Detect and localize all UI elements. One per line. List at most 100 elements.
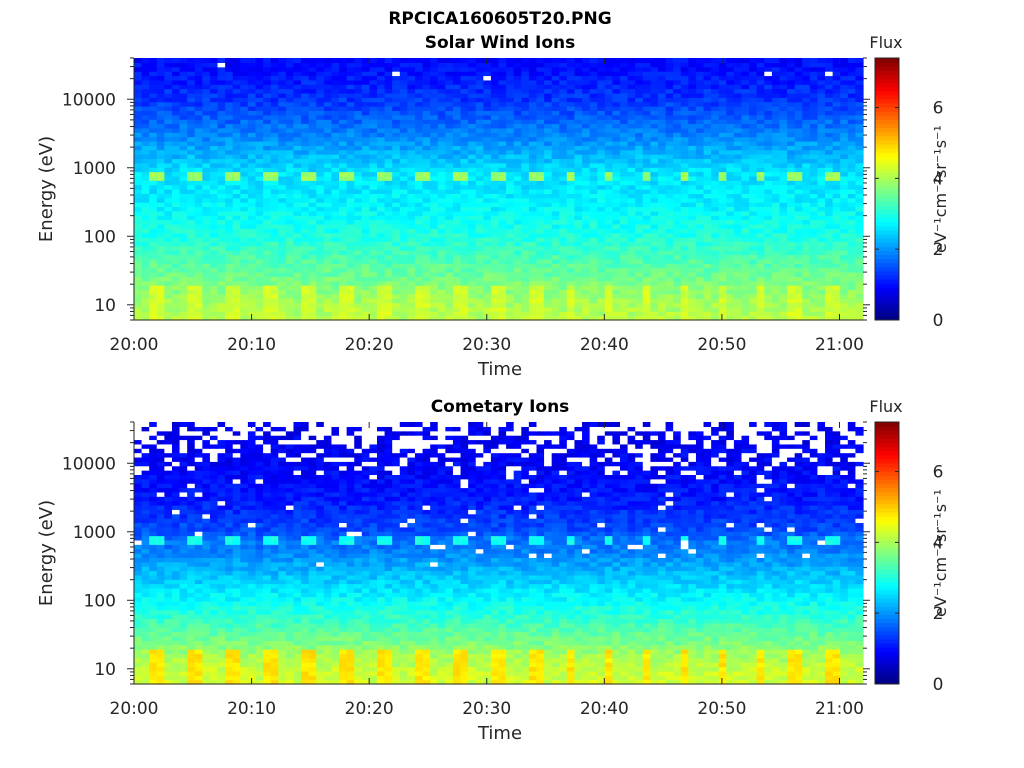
heatmap-cell	[817, 258, 826, 264]
heatmap-cell	[308, 219, 317, 225]
heatmap-cell	[612, 285, 621, 291]
heatmap-cell	[771, 110, 781, 116]
heatmap-cell	[407, 215, 416, 221]
heatmap-cell	[521, 250, 530, 256]
heatmap-cell	[718, 123, 727, 129]
heatmap-cell	[225, 237, 234, 242]
heatmap-cell	[528, 306, 538, 312]
heatmap-cell	[657, 149, 667, 155]
heatmap-cell	[293, 315, 302, 321]
heatmap-cell	[847, 119, 856, 125]
heatmap-cell	[422, 149, 431, 155]
heatmap-cell	[513, 271, 522, 277]
heatmap-cell	[794, 154, 803, 160]
heatmap-cell	[733, 136, 743, 142]
heatmap-cell	[802, 298, 811, 304]
heatmap-cell	[452, 110, 462, 116]
heatmap-cell	[771, 154, 781, 160]
heatmap-cell	[733, 110, 743, 116]
heatmap-cell	[673, 245, 682, 251]
heatmap-cell	[194, 184, 203, 190]
heatmap-cell	[817, 101, 826, 107]
heatmap-cell	[809, 97, 819, 103]
heatmap-cell	[536, 267, 545, 273]
heatmap-cell	[711, 302, 720, 308]
heatmap-cell	[202, 101, 211, 107]
heatmap-cell	[544, 245, 553, 251]
heatmap-cell	[399, 106, 408, 111]
heatmap-cell	[794, 114, 803, 120]
heatmap-cell	[361, 271, 370, 277]
heatmap-cell	[422, 311, 431, 317]
heatmap-cell	[817, 245, 826, 251]
heatmap-cell	[445, 298, 454, 304]
heatmap-cell	[202, 245, 211, 251]
heatmap-cell	[141, 171, 150, 177]
heatmap-cell	[171, 302, 181, 308]
heatmap-cell	[202, 162, 211, 168]
heatmap-cell	[263, 250, 272, 256]
heatmap-cell	[574, 171, 583, 177]
heatmap-cell	[194, 175, 203, 181]
heatmap-cell	[787, 241, 796, 247]
heatmap-cell	[574, 311, 583, 317]
heatmap-cell	[240, 228, 249, 234]
heatmap-cell	[741, 219, 750, 225]
heatmap-cell	[718, 271, 727, 277]
heatmap-cell	[308, 136, 317, 142]
heatmap-cell	[361, 302, 370, 308]
heatmap-cell	[225, 106, 234, 111]
heatmap-cell	[323, 245, 333, 251]
heatmap-cell	[566, 285, 576, 291]
heatmap-cell	[566, 136, 576, 142]
heatmap-cell	[460, 106, 469, 111]
heatmap-cell	[566, 223, 576, 229]
heatmap-cell	[377, 197, 386, 203]
heatmap-cell	[232, 175, 241, 181]
heatmap-cell	[171, 92, 181, 98]
heatmap-cell	[650, 202, 659, 208]
heatmap-cell	[582, 171, 591, 177]
heatmap-cell	[832, 127, 841, 133]
heatmap-cell	[392, 210, 401, 216]
heatmap-cell	[430, 202, 439, 208]
heatmap-cell	[225, 302, 234, 308]
heatmap-cell	[323, 250, 333, 256]
heatmap-cell	[498, 171, 507, 177]
heatmap-cell	[323, 162, 333, 168]
heatmap-cell	[733, 219, 743, 225]
heatmap-cell	[346, 92, 355, 98]
heatmap-cell	[149, 140, 158, 146]
heatmap-cell	[430, 162, 439, 168]
heatmap-cell	[673, 180, 682, 186]
heatmap-cell	[217, 158, 226, 164]
heatmap-cell	[559, 276, 568, 282]
heatmap-cell	[582, 302, 591, 308]
heatmap-cell	[270, 119, 279, 125]
heatmap-cell	[794, 306, 803, 312]
heatmap-cell	[703, 289, 712, 295]
heatmap-cell	[285, 123, 295, 129]
heatmap-cell	[384, 241, 393, 247]
heatmap-cell	[346, 114, 355, 120]
heatmap-cell	[794, 167, 803, 173]
heatmap-cell	[536, 202, 545, 208]
heatmap-cell	[422, 302, 431, 308]
heatmap-cell	[695, 263, 705, 269]
heatmap-cell	[559, 280, 568, 286]
heatmap-cell	[574, 302, 583, 308]
heatmap-cell	[817, 223, 826, 229]
heatmap-cell	[263, 136, 272, 142]
heatmap-cell	[794, 223, 803, 229]
heatmap-cell	[392, 302, 401, 308]
heatmap-cell	[711, 202, 720, 208]
heatmap-cell	[498, 245, 507, 251]
heatmap-cell	[179, 197, 188, 203]
heatmap-cell	[809, 285, 819, 291]
heatmap-cell	[657, 101, 667, 107]
heatmap-cell	[847, 145, 856, 151]
heatmap-cell	[703, 285, 712, 291]
heatmap-cell	[460, 219, 469, 225]
heatmap-cell	[346, 158, 355, 164]
heatmap-cell	[604, 184, 613, 190]
